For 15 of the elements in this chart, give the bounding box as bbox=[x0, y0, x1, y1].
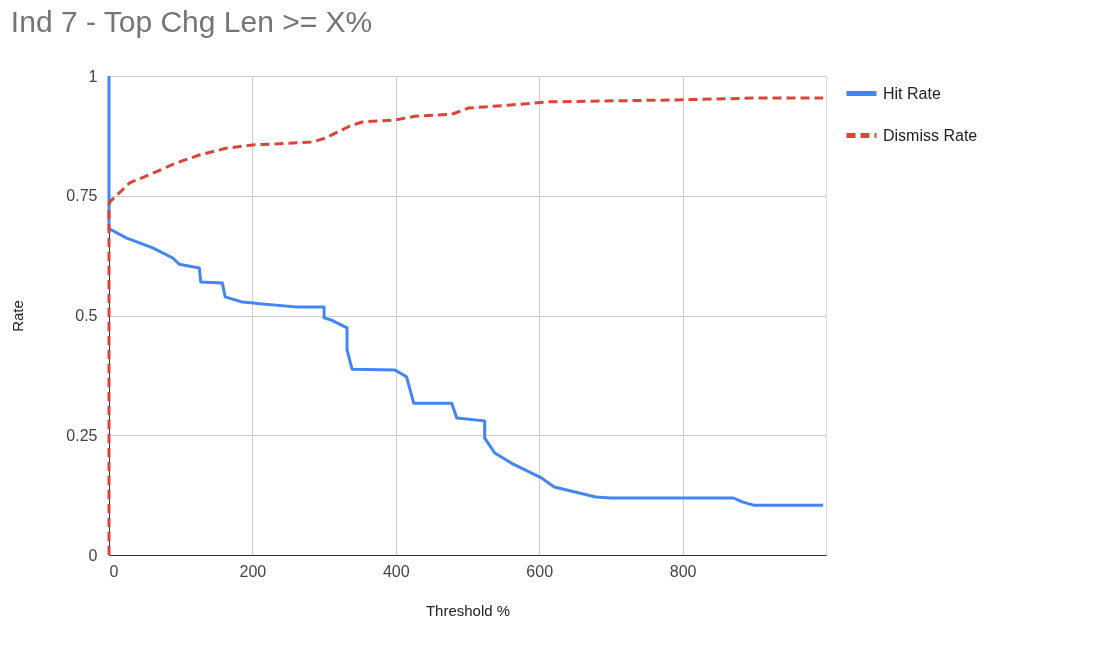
y-tick-label: 0.25 bbox=[66, 426, 98, 444]
x-tick-label: 200 bbox=[239, 562, 267, 580]
legend-label: Hit Rate bbox=[883, 84, 941, 102]
y-tick-label: 0 bbox=[88, 546, 98, 564]
x-tick-label: 800 bbox=[669, 562, 697, 580]
y-tick-label: 1 bbox=[88, 67, 98, 85]
x-tick-label: 0 bbox=[109, 562, 119, 580]
legend-label: Dismiss Rate bbox=[883, 126, 978, 144]
chart-title: Ind 7 - Top Chg Len >= X% bbox=[10, 5, 373, 38]
x-axis-title: Threshold % bbox=[425, 601, 511, 619]
y-tick-label: 0.5 bbox=[75, 307, 98, 324]
y-axis-title: Rate bbox=[9, 300, 27, 332]
x-tick-label: 600 bbox=[526, 562, 554, 580]
x-tick-label: 400 bbox=[382, 562, 410, 580]
y-tick-label: 0.75 bbox=[66, 187, 98, 205]
